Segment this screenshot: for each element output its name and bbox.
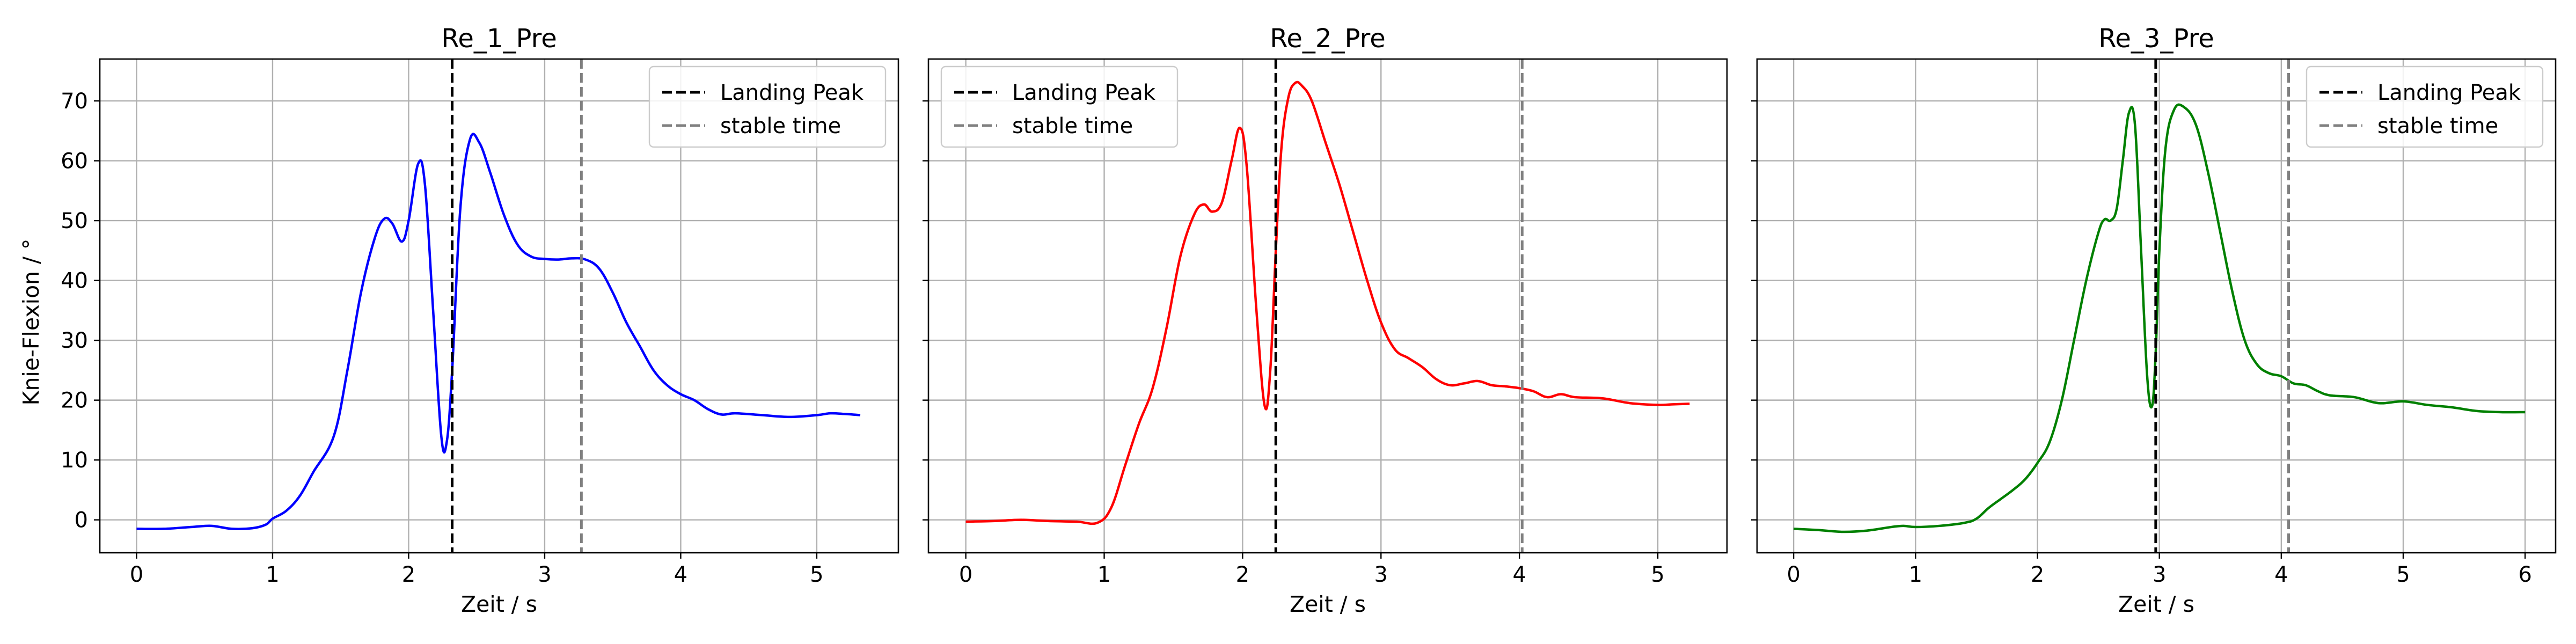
legend-entry-label: Landing Peak — [2377, 80, 2521, 105]
x-axis-label: Zeit / s — [2118, 591, 2194, 617]
x-axis-label: Zeit / s — [1290, 591, 1366, 617]
x-tick-label: 6 — [2518, 562, 2531, 587]
legend-box — [940, 65, 1179, 148]
x-tick-label: 4 — [674, 562, 687, 587]
x-tick-label: 0 — [130, 562, 143, 587]
legend-box — [2306, 65, 2544, 148]
legend-entry-label: Landing Peak — [720, 80, 864, 105]
y-axis-label: Knie-Flexion / ° — [18, 239, 44, 406]
y-tick-label: 20 — [61, 389, 88, 413]
x-tick-label: 2 — [2031, 562, 2044, 587]
x-tick-label: 2 — [402, 562, 415, 587]
x-tick-label: 1 — [266, 562, 279, 587]
chart-title: Re_3_Pre — [2098, 24, 2214, 54]
legend-entry-label: stable time — [2377, 114, 2498, 138]
y-tick-label: 30 — [61, 328, 88, 353]
x-tick-label: 4 — [1512, 562, 1526, 587]
chart-panel-3: 0 1 2 3 4 5 6 Re_3_Pre Zeit / s Landing Peak stabl… — [1751, 24, 2557, 617]
x-axis-label: Zeit / s — [461, 591, 537, 617]
ticks: 0 1 2 3 4 5 6 — [1751, 100, 2532, 587]
legend-entry-label: Landing Peak — [1012, 80, 1156, 105]
legend: Landing Peak stable time — [648, 65, 887, 148]
ticks: 0 1 2 3 4 5 — [923, 100, 1665, 587]
legend: Landing Peak stable time — [2306, 65, 2544, 148]
y-tick-label: 50 — [61, 209, 88, 233]
axes-frame — [927, 58, 1728, 554]
x-tick-label: 5 — [810, 562, 823, 587]
x-tick-label: 3 — [1374, 562, 1388, 587]
series-line-1 — [136, 133, 861, 531]
x-tick-label: 1 — [1909, 562, 1922, 587]
x-tick-label: 5 — [1651, 562, 1664, 587]
chart-title: Re_2_Pre — [1270, 24, 1386, 54]
y-tick-label: 60 — [61, 149, 88, 174]
x-tick-label: 5 — [2396, 562, 2410, 587]
x-tick-label: 4 — [2274, 562, 2288, 587]
legend-entry-label: stable time — [720, 114, 841, 138]
y-tick-label: 10 — [61, 448, 88, 473]
series-line-1 — [1794, 103, 2526, 533]
x-tick-label: 1 — [1097, 562, 1111, 587]
y-tick-label: 70 — [61, 89, 88, 114]
grid — [928, 59, 1727, 553]
series-line-1 — [965, 80, 1690, 525]
x-tick-label: 3 — [2153, 562, 2166, 587]
y-tick-label: 0 — [75, 508, 88, 533]
legend-entry-label: stable time — [1012, 114, 1133, 138]
legend: Landing Peak stable time — [940, 65, 1179, 148]
legend-box — [648, 65, 887, 148]
y-tick-label: 40 — [61, 269, 88, 294]
chart-title: Re_1_Pre — [441, 24, 557, 54]
chart-panel-2: 0 1 2 3 4 5 Re_2_Pre Zeit / s Landing Peak stable… — [923, 24, 1728, 617]
axes-frame — [99, 58, 899, 554]
x-tick-label: 0 — [1787, 562, 1800, 587]
x-tick-label: 2 — [1236, 562, 1249, 587]
axes-frame — [1756, 58, 2557, 554]
x-tick-label: 3 — [538, 562, 551, 587]
x-tick-label: 0 — [959, 562, 972, 587]
